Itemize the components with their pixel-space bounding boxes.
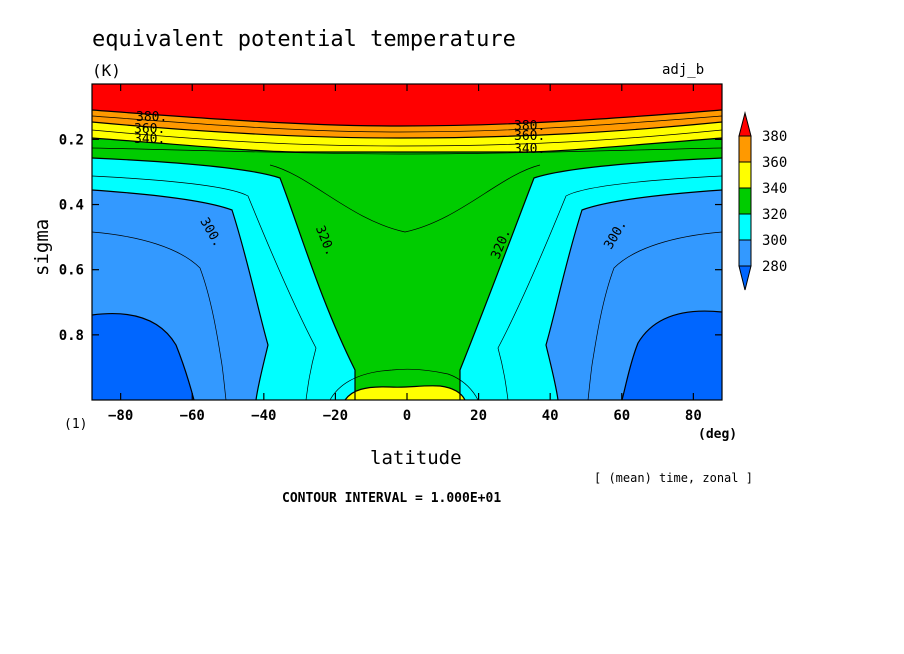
colorbar-label: 380 [762,129,787,145]
units-label: (K) [92,61,121,80]
colorbar-300-320 [738,213,752,241]
contour-lines [91,109,723,401]
contour-line-310-left [91,175,317,401]
x-tick-label: 40 [542,408,559,424]
contour-line-320-right [459,157,723,400]
page-number: (1) [64,417,87,432]
x-tick-label: −20 [323,408,348,424]
fill-surface-340-360 [345,385,465,400]
contour-line-350 [91,129,723,147]
y-tick-label: 0.4 [59,198,84,214]
colorbar-label: 340 [762,181,787,197]
colorbar-340-360 [738,161,752,189]
fill-below-280-right [622,311,722,400]
contour-line-310-right [497,175,723,401]
colorbar-label: 320 [762,207,787,223]
colorbar-labels: 380 360 340 320 300 280 [762,129,787,275]
contour-line-290-left [91,231,227,401]
colorbar-above-380 [738,111,752,137]
contour-line-340 [91,137,723,153]
contour-label: 340. [514,142,545,157]
contour-line-280-left [91,312,195,401]
contour-label: 360. [134,122,165,137]
contour-line-300-left [91,189,269,401]
x-axis: −80 −60 −40 −20 0 20 40 60 80 [108,84,702,424]
contour-line-360 [91,121,723,139]
x-tick-label: 60 [613,408,630,424]
run-label: adj_b [662,62,704,78]
colorbar-label: 300 [762,233,787,249]
colorbar-320-340 [738,187,752,215]
colorbar-label: 360 [762,155,787,171]
colorbar [738,111,752,291]
colorbar-below-280 [738,265,752,291]
x-tick-label: −80 [108,408,133,424]
x-axis-unit: (deg) [698,427,737,442]
y-axis: 0.2 0.4 0.6 0.8 [59,132,722,344]
contour-line-330-upper [91,147,723,155]
colorbar-label: 280 [762,259,787,275]
x-tick-label: 20 [470,408,487,424]
colorbar-360-380 [738,135,752,163]
colorbar-280-300 [738,239,752,267]
contour-label: 380. [514,119,545,134]
plot-area: 380. 360. 340. 380. 360. 340. 300. 320. … [91,83,723,401]
contour-line-290-right [587,231,723,401]
contour-line-320-left [91,157,356,400]
chart-title: equivalent potential temperature [92,27,516,52]
x-tick-label: −60 [180,408,205,424]
y-tick-label: 0.6 [59,263,84,279]
contour-line-380 [91,109,723,127]
y-tick-label: 0.8 [59,328,84,344]
averaging-note: [ (mean) time, zonal ] [594,471,753,485]
x-axis-title: latitude [370,447,462,469]
contour-line-280-right [621,310,723,401]
contour-line-340-surface [344,385,466,401]
contour-label: 380. [136,110,167,125]
y-tick-label: 0.2 [59,132,84,148]
x-tick-label: 80 [685,408,702,424]
contour-line-330-surface [329,368,479,401]
contour-line-370 [91,115,723,133]
x-tick-label: −40 [251,408,276,424]
contour-line-300-right [545,189,723,401]
contour-label: 360. [514,129,545,144]
contour-label: 340. [134,132,165,147]
contour-line-330-bowl [269,164,541,233]
y-axis-title: sigma [31,219,53,276]
x-tick-label: 0 [403,408,411,424]
contour-interval-note: CONTOUR INTERVAL = 1.000E+01 [282,491,501,506]
